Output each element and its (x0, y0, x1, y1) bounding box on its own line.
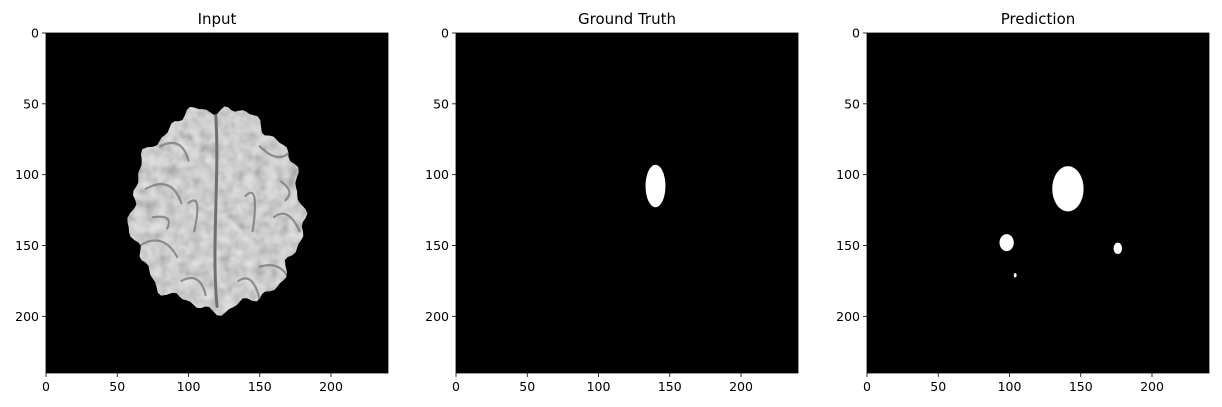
panel-input: Input 0 50 100 150 200 0 50 100 150 200 (15, 10, 389, 394)
y-axis-input: 0 50 100 150 200 (15, 26, 46, 324)
y-tick-label: 0 (31, 26, 39, 41)
x-tick-label: 100 (177, 379, 201, 394)
image-area-prediction (867, 33, 1209, 373)
y-tick-label: 150 (836, 238, 860, 253)
mask-blob (999, 234, 1014, 252)
y-tick-label: 100 (15, 167, 39, 182)
panel-prediction: Prediction 0 50 100 150 200 0 50 100 150 200 (836, 10, 1210, 394)
y-tick-label: 50 (844, 96, 860, 111)
panel-title-prediction: Prediction (1001, 10, 1076, 28)
mask-blob (645, 164, 666, 208)
x-tick-label: 50 (109, 379, 125, 394)
axes-frame-input (45, 32, 389, 374)
x-axis-prediction: 0 50 100 150 200 (863, 373, 1164, 394)
brain-outline (127, 106, 308, 316)
mask-blob (1113, 242, 1123, 254)
mask-blob (1013, 273, 1017, 278)
y-tick-label: 50 (433, 96, 449, 111)
x-axis-input: 0 50 100 150 200 (42, 373, 343, 394)
x-tick-label: 0 (42, 379, 50, 394)
x-tick-label: 200 (1140, 379, 1164, 394)
x-tick-label: 100 (998, 379, 1022, 394)
y-tick-label: 200 (425, 309, 449, 324)
mask-prediction (999, 166, 1123, 278)
x-tick-label: 100 (587, 379, 611, 394)
y-tick-label: 200 (15, 309, 39, 324)
x-tick-label: 200 (319, 379, 343, 394)
x-tick-label: 0 (863, 379, 871, 394)
x-tick-label: 150 (1069, 379, 1093, 394)
y-tick-label: 150 (15, 238, 39, 253)
panel-ground-truth: Ground Truth 0 50 100 150 200 0 50 100 150 200 (425, 10, 799, 394)
x-tick-label: 0 (452, 379, 460, 394)
x-tick-label: 50 (519, 379, 535, 394)
panel-title-input: Input (198, 10, 237, 28)
y-tick-label: 0 (441, 26, 449, 41)
y-tick-label: 150 (425, 238, 449, 253)
axes-frame-ground-truth (455, 32, 799, 374)
axes-frame-prediction (866, 32, 1210, 374)
x-tick-label: 50 (930, 379, 946, 394)
x-tick-label: 150 (658, 379, 682, 394)
y-axis-ground-truth: 0 50 100 150 200 (425, 26, 456, 324)
y-tick-label: 0 (852, 26, 860, 41)
panel-title-ground-truth: Ground Truth (578, 10, 676, 28)
image-area-ground-truth (456, 33, 798, 373)
y-axis-prediction: 0 50 100 150 200 (836, 26, 867, 324)
y-tick-label: 50 (23, 96, 39, 111)
y-tick-label: 200 (836, 309, 860, 324)
y-tick-label: 100 (425, 167, 449, 182)
x-tick-label: 200 (729, 379, 753, 394)
x-tick-label: 150 (248, 379, 272, 394)
x-axis-ground-truth: 0 50 100 150 200 (452, 373, 753, 394)
y-tick-label: 100 (836, 167, 860, 182)
mask-ground-truth (645, 164, 666, 208)
mask-blob (1052, 166, 1084, 212)
brain-slice (127, 106, 308, 316)
brain-sulci (138, 110, 301, 308)
